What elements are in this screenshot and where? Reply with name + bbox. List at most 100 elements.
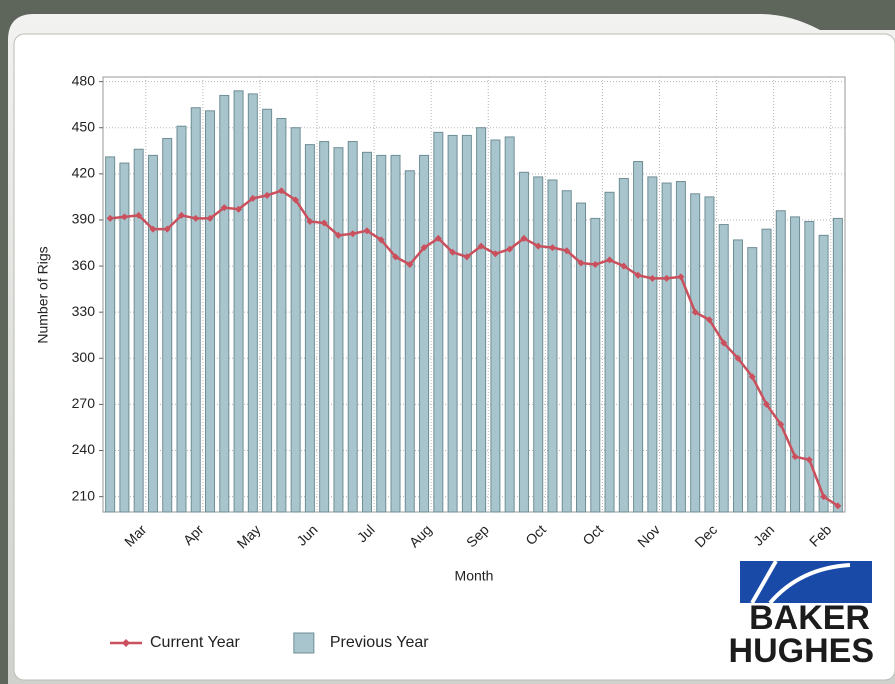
legend-label: Previous Year	[330, 634, 429, 651]
point	[235, 205, 243, 213]
y-tick-label: 270	[72, 395, 96, 411]
point	[177, 211, 185, 219]
point	[449, 248, 457, 256]
bar	[276, 118, 287, 513]
y-tick-label: 480	[72, 72, 96, 88]
point	[534, 242, 542, 250]
point	[763, 400, 771, 408]
point	[220, 204, 228, 212]
point	[506, 245, 514, 253]
point	[292, 196, 300, 204]
bar	[476, 127, 487, 513]
bar	[162, 137, 173, 513]
point	[349, 230, 357, 238]
point	[277, 187, 285, 195]
bar	[804, 220, 815, 513]
point	[392, 253, 400, 261]
legend-label: Current Year	[150, 634, 241, 651]
bar	[304, 144, 315, 513]
y-tick-label: 330	[72, 303, 96, 319]
bar	[533, 176, 544, 513]
bar	[633, 161, 644, 513]
point	[648, 274, 656, 282]
point	[663, 274, 671, 282]
logo-text: HUGHES	[729, 632, 874, 670]
y-tick-label: 240	[72, 441, 96, 457]
point	[720, 339, 728, 347]
bar	[190, 107, 201, 513]
bar	[590, 217, 601, 513]
point	[748, 373, 756, 381]
bar	[790, 216, 801, 513]
point	[406, 261, 414, 269]
bar	[319, 141, 330, 513]
bar	[732, 239, 743, 513]
bar	[147, 154, 158, 513]
legend-swatch	[293, 632, 315, 654]
bar	[761, 228, 772, 513]
bar	[404, 170, 415, 513]
bar	[233, 90, 244, 513]
point	[334, 231, 342, 239]
bar	[504, 136, 515, 513]
legend-swatch	[122, 639, 130, 647]
bar	[775, 210, 786, 513]
bar	[661, 182, 672, 513]
bar	[376, 154, 387, 513]
bar	[647, 176, 658, 513]
bar	[490, 139, 501, 513]
point	[463, 253, 471, 261]
bar	[718, 224, 729, 513]
y-tick-label: 420	[72, 165, 96, 181]
bar	[333, 147, 344, 513]
point	[106, 214, 114, 222]
point	[591, 261, 599, 269]
point	[563, 247, 571, 255]
point	[263, 191, 271, 199]
y-tick-label: 360	[72, 257, 96, 273]
point	[820, 493, 828, 501]
point	[320, 219, 328, 227]
bar	[219, 94, 230, 513]
bar	[390, 154, 401, 513]
bar	[576, 202, 587, 513]
point	[491, 250, 499, 258]
point	[477, 242, 485, 250]
y-tick-label: 450	[72, 118, 96, 134]
point	[634, 271, 642, 279]
bar	[105, 156, 116, 513]
bar	[176, 125, 187, 513]
bar	[247, 93, 258, 513]
bar	[604, 191, 615, 513]
point	[805, 456, 813, 464]
bar	[704, 196, 715, 513]
point	[249, 194, 257, 202]
point	[677, 273, 685, 281]
bar	[675, 181, 686, 513]
point	[577, 259, 585, 267]
bar	[818, 234, 829, 513]
bar	[690, 193, 701, 513]
point	[834, 502, 842, 510]
point	[363, 227, 371, 235]
bar	[518, 171, 529, 513]
point	[192, 214, 200, 222]
logo-text: BAKER	[749, 599, 870, 637]
point	[548, 244, 556, 252]
point	[135, 211, 143, 219]
point	[777, 420, 785, 428]
point	[206, 214, 214, 222]
logo-mark	[740, 561, 872, 603]
point	[705, 316, 713, 324]
bar	[361, 151, 372, 513]
bar	[205, 110, 216, 513]
bar	[561, 190, 572, 513]
point	[691, 308, 699, 316]
point	[434, 234, 442, 242]
bar	[618, 177, 629, 513]
bar	[447, 134, 458, 513]
bar	[347, 141, 358, 513]
bar	[461, 134, 472, 513]
